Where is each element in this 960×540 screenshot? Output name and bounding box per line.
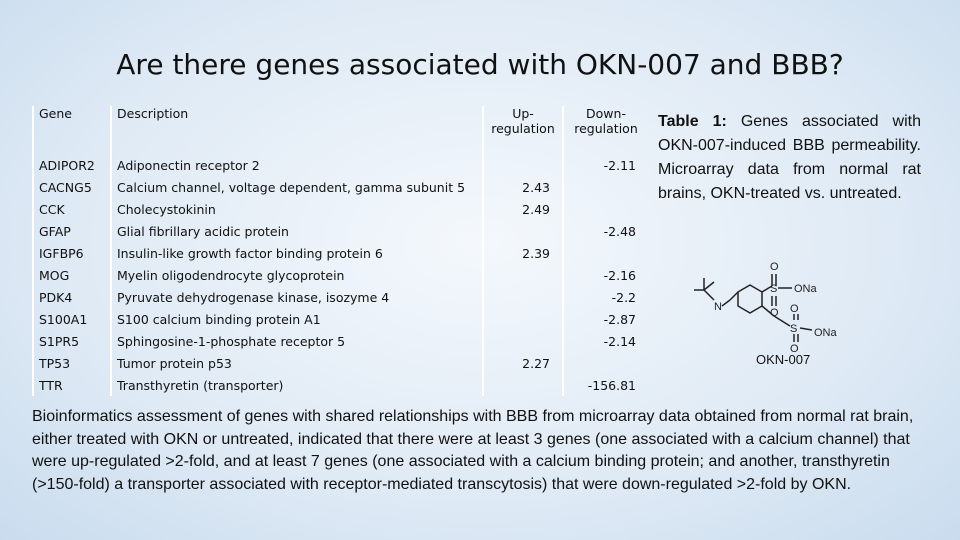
up-cell: 2.39	[482, 242, 563, 264]
table-body: ADIPOR2 Adiponectin receptor 2 -2.11 CACNG5…	[32, 154, 648, 396]
gene-cell: ADIPOR2	[32, 154, 111, 176]
up-cell	[482, 286, 563, 308]
down-cell	[562, 176, 648, 198]
description-cell: Cholecystokinin	[110, 198, 483, 220]
header-row: Gene Description Up-regulation Down-regu…	[32, 106, 648, 154]
table-row: S100A1 S100 calcium binding protein A1 -2.…	[32, 308, 648, 330]
header-cell: Down-regulation	[562, 106, 648, 154]
down-cell: -2.16	[562, 264, 648, 286]
down-cell: -2.48	[562, 220, 648, 242]
slide-title: Are there genes associated with OKN-007 …	[116, 48, 844, 81]
gene-cell: S100A1	[32, 308, 111, 330]
up-cell	[482, 264, 563, 286]
description-cell: S100 calcium binding protein A1	[110, 308, 483, 330]
down-cell	[562, 242, 648, 264]
bonds	[694, 274, 813, 342]
caption-label: Table 1:	[658, 113, 727, 130]
up-cell: 2.43	[482, 176, 563, 198]
atom: O	[790, 303, 799, 315]
description-cell: Calcium channel, voltage dependent, gamm…	[110, 176, 483, 198]
up-cell	[482, 154, 563, 176]
up-cell: 2.27	[482, 352, 563, 374]
header-cell: Up-regulation	[482, 106, 563, 154]
atom: ONa	[794, 283, 818, 295]
gene-table: Gene Description Up-regulation Down-regu…	[32, 106, 648, 396]
description-cell: Sphingosine-1-phosphate receptor 5	[110, 330, 483, 352]
atom: ONa	[814, 327, 838, 339]
up-cell	[482, 308, 563, 330]
table-row: S1PR5 Sphingosine-1-phosphate receptor 5 -…	[32, 330, 648, 352]
up-cell	[482, 330, 563, 352]
down-cell	[562, 198, 648, 220]
description-cell: Pyruvate dehydrogenase kinase, isozyme 4	[110, 286, 483, 308]
table-row: PDK4 Pyruvate dehydrogenase kinase, isozy…	[32, 286, 648, 308]
atom: S	[790, 323, 797, 335]
up-cell: 2.49	[482, 198, 563, 220]
header-cell: Gene	[32, 106, 111, 154]
gene-cell: PDK4	[32, 286, 111, 308]
caption-text: Genes associated with OKN-007-induced BB…	[658, 113, 921, 202]
atom: O	[770, 261, 779, 273]
atom: N	[714, 301, 722, 313]
down-cell: -2.11	[562, 154, 648, 176]
gene-cell: TTR	[32, 374, 111, 396]
atom: S	[770, 283, 777, 295]
table-row: CCK Cholecystokinin 2.49	[32, 198, 648, 220]
atom: O	[790, 343, 799, 355]
table-row: TTR Transthyretin (transporter) -156.81	[32, 374, 648, 396]
up-cell	[482, 374, 563, 396]
caption: Table 1: Genes associated with OKN-007-i…	[658, 110, 921, 206]
description-cell: Adiponectin receptor 2	[110, 154, 483, 176]
body-text: Bioinformatics assessment of genes with …	[32, 408, 914, 493]
table-row: IGFBP6 Insulin-like growth factor binding…	[32, 242, 648, 264]
down-cell: -2.14	[562, 330, 648, 352]
table-row: CACNG5 Calcium channel, voltage dependent…	[32, 176, 648, 198]
gene-cell: MOG	[32, 264, 111, 286]
structure-name: OKN-007	[756, 352, 810, 367]
table-row: TP53 Tumor protein p53 2.27	[32, 352, 648, 374]
down-cell: -2.87	[562, 308, 648, 330]
atom-labels: O S ONa O N O O S ONa	[714, 261, 838, 355]
table-row: MOG Myelin oligodendrocyte glycoprotein -2…	[32, 264, 648, 286]
gene-cell: IGFBP6	[32, 242, 111, 264]
down-cell: -2.2	[562, 286, 648, 308]
description-cell: Transthyretin (transporter)	[110, 374, 483, 396]
down-cell	[562, 352, 648, 374]
description-cell: Tumor protein p53	[110, 352, 483, 374]
description-cell: Insulin-like growth factor binding prote…	[110, 242, 483, 264]
gene-cell: TP53	[32, 352, 111, 374]
header-cell: Description	[110, 106, 483, 154]
description-cell: Glial fibrillary acidic protein	[110, 220, 483, 242]
table-row: GFAP Glial fibrillary acidic protein -2.48	[32, 220, 648, 242]
gene-cell: CCK	[32, 198, 111, 220]
up-cell	[482, 220, 563, 242]
gene-cell: CACNG5	[32, 176, 111, 198]
structure: O S ONa O N O O S ONa OKN-007	[694, 261, 838, 367]
atom: O	[770, 307, 779, 319]
table-row: ADIPOR2 Adiponectin receptor 2 -2.11	[32, 154, 648, 176]
description-cell: Myelin oligodendrocyte glycoprotein	[110, 264, 483, 286]
gene-cell: GFAP	[32, 220, 111, 242]
down-cell: -156.81	[562, 374, 648, 396]
gene-cell: S1PR5	[32, 330, 111, 352]
